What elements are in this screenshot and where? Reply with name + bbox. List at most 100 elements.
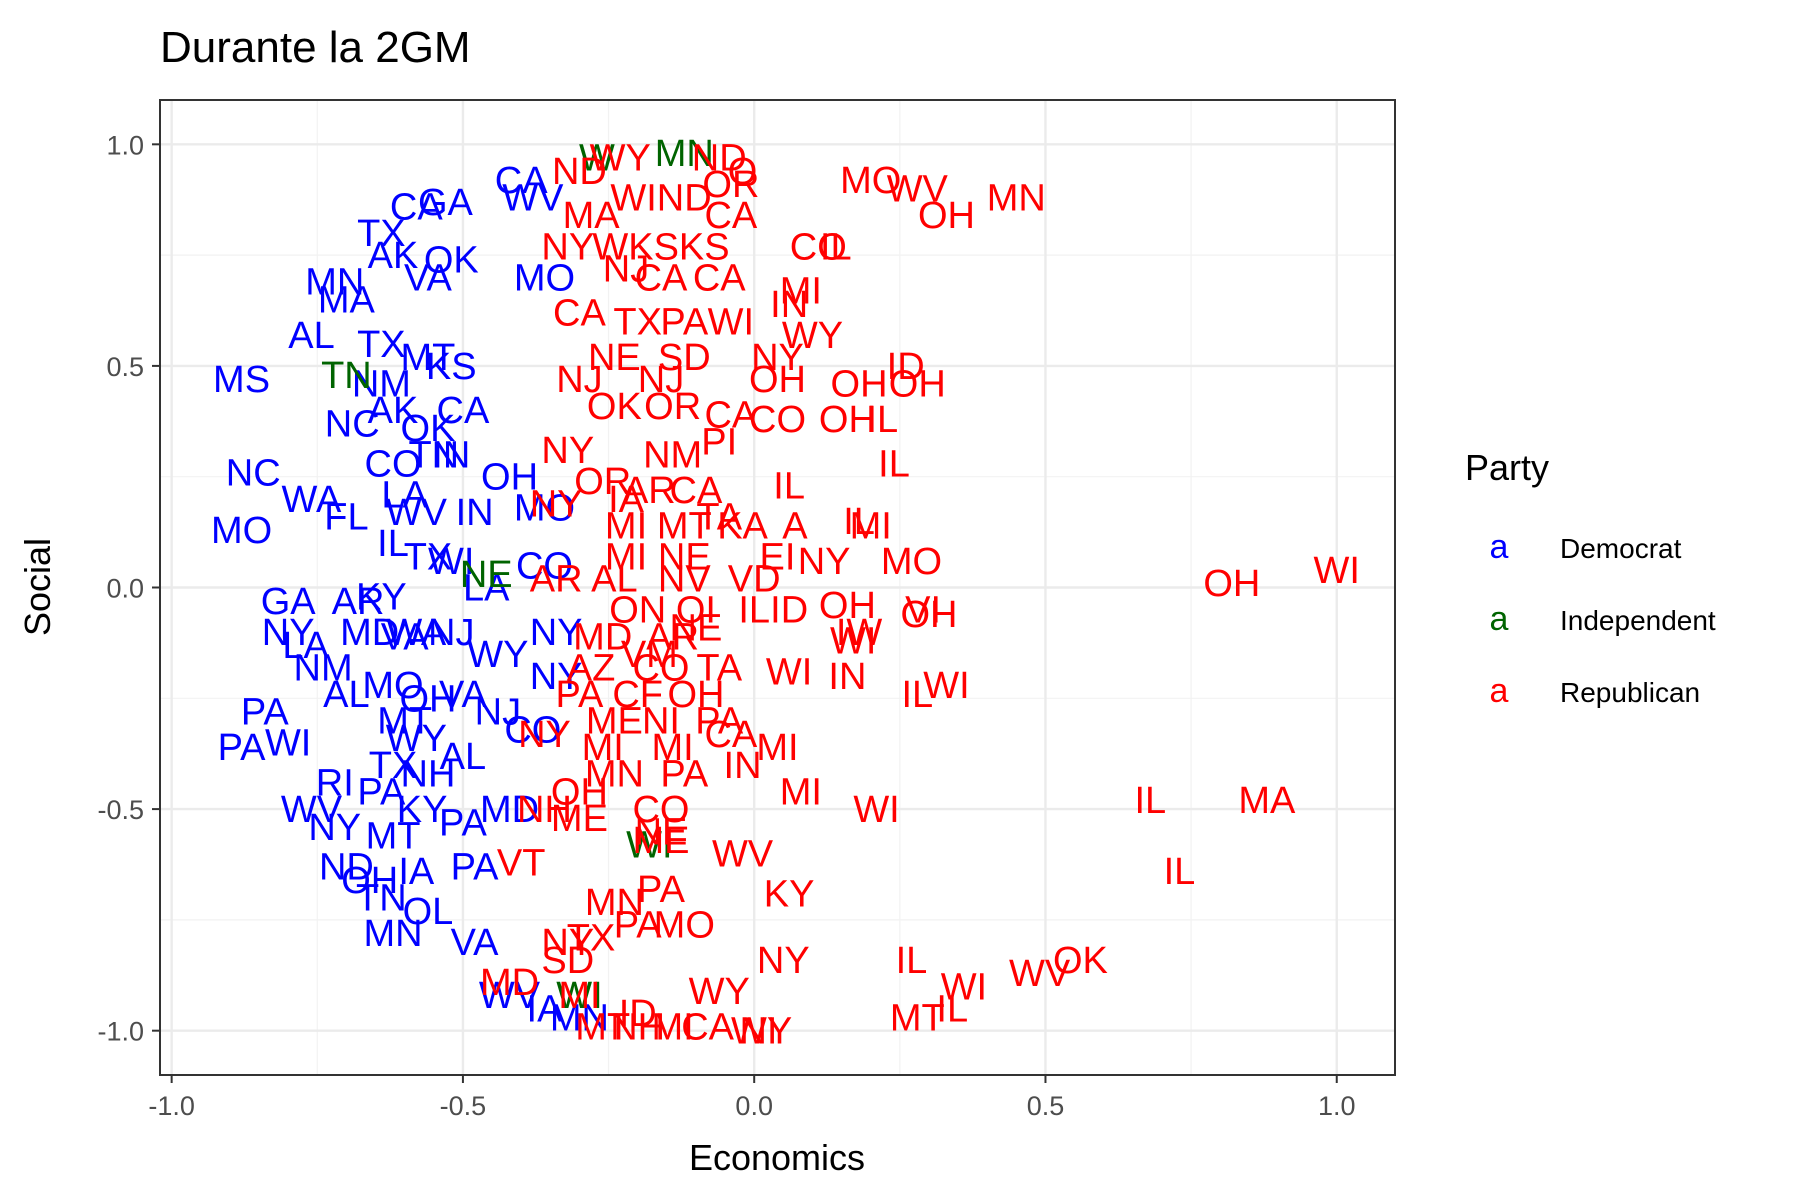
- data-point: NC: [325, 404, 380, 446]
- data-point: IL: [1164, 851, 1196, 893]
- data-point: TA: [696, 647, 742, 689]
- data-point: NE: [670, 607, 723, 649]
- data-point: WV: [1009, 953, 1071, 995]
- data-point: MO: [881, 541, 942, 583]
- data-point: VT: [497, 842, 546, 884]
- data-point: OK: [1053, 940, 1108, 982]
- data-point: ND: [319, 847, 374, 889]
- data-point: MI: [850, 505, 892, 547]
- data-point: VM: [621, 634, 678, 676]
- data-point: KA: [717, 505, 768, 547]
- data-point: MT: [377, 700, 432, 742]
- data-point: OR: [644, 386, 701, 428]
- y-axis-title: Social: [17, 538, 58, 636]
- data-point: CA: [670, 470, 723, 512]
- data-point: NY: [541, 226, 594, 268]
- y-tick-label: 0.0: [106, 574, 144, 604]
- data-point: WY: [386, 718, 447, 760]
- data-point: MD: [480, 789, 539, 831]
- data-point: MO: [514, 488, 575, 530]
- data-point: AR: [646, 616, 699, 658]
- data-point: NJ: [475, 692, 521, 734]
- data-point: IA: [608, 479, 645, 521]
- data-point: OH: [667, 674, 724, 716]
- data-point: AR: [332, 581, 385, 623]
- data-point: IW: [836, 612, 883, 654]
- data-point: ND: [692, 138, 747, 180]
- data-point: SD: [541, 940, 594, 982]
- data-point: PA: [660, 302, 709, 344]
- data-point: CA: [693, 257, 746, 299]
- data-point: MA: [318, 279, 376, 321]
- data-point: OK: [587, 386, 642, 428]
- data-point: AL: [440, 736, 486, 778]
- data-point: NE: [658, 536, 711, 578]
- data-point: CA: [635, 257, 688, 299]
- data-point: WI: [766, 652, 812, 694]
- data-point: NV: [658, 559, 711, 601]
- x-tick-label: -0.5: [440, 1091, 487, 1121]
- data-point: WV: [887, 169, 949, 211]
- data-point: TN: [408, 435, 459, 477]
- data-point: MI: [756, 727, 798, 769]
- data-point: AL: [288, 315, 334, 357]
- legend-label-independent: Independent: [1560, 605, 1716, 636]
- data-point: OH: [1203, 563, 1260, 605]
- data-point: WV: [281, 789, 343, 831]
- data-point: TA: [696, 497, 742, 539]
- data-point: MD: [340, 612, 399, 654]
- data-point: CO: [365, 443, 422, 485]
- data-point: MI: [652, 727, 694, 769]
- data-point: NH: [401, 754, 456, 796]
- x-tick-label: -1.0: [148, 1091, 195, 1121]
- data-point: NJ: [638, 359, 684, 401]
- legend-key-democrat: a: [1490, 528, 1509, 566]
- data-point: ID: [887, 346, 925, 388]
- data-point: WI: [941, 966, 987, 1008]
- data-point: WKSKS: [592, 226, 729, 268]
- data-point: PA: [241, 692, 290, 734]
- data-point: KY: [356, 576, 407, 618]
- data-point: TN: [356, 878, 407, 920]
- data-point: ID: [619, 993, 657, 1035]
- data-point: MI: [780, 771, 822, 813]
- data-point: NH: [517, 789, 572, 831]
- data-point: NY: [751, 337, 804, 379]
- data-point: OL: [403, 891, 454, 933]
- legend-label-republican: Republican: [1560, 677, 1700, 708]
- data-point: KS: [426, 346, 477, 388]
- data-point: MO: [514, 257, 575, 299]
- data-point: NY: [530, 483, 583, 525]
- data-point: OH: [918, 195, 975, 237]
- data-point: TX: [357, 324, 406, 366]
- data-point: VA: [439, 674, 488, 716]
- data-point: NY: [541, 430, 594, 472]
- data-point: MO: [840, 160, 901, 202]
- data-point: IA: [398, 851, 435, 893]
- data-point: PA: [218, 727, 267, 769]
- data-point: MO: [654, 904, 715, 946]
- legend-title: Party: [1465, 447, 1549, 488]
- data-point: IL: [738, 590, 770, 632]
- data-point: NY: [530, 612, 583, 654]
- series-independent: TN NE W MN WI WI: [321, 133, 714, 1017]
- data-point: CA: [704, 195, 757, 237]
- data-point: MO: [362, 665, 423, 707]
- data-point: TX: [369, 745, 418, 787]
- data-point: MI: [558, 975, 600, 1017]
- data-point: ME: [632, 820, 689, 862]
- data-point: OH: [341, 860, 398, 902]
- data-point: NY: [530, 656, 583, 698]
- data-point: OH: [819, 585, 876, 627]
- data-point: CA: [390, 186, 443, 228]
- data-point: IN: [770, 284, 808, 326]
- data-point: OH: [819, 399, 876, 441]
- data-point: WI: [853, 789, 899, 831]
- data-point: SD: [658, 337, 711, 379]
- data-point: OH: [551, 771, 608, 813]
- data-point: MT: [401, 337, 456, 379]
- data-point: ND: [552, 151, 607, 193]
- data-point: MI: [605, 505, 647, 547]
- data-point: OH: [481, 457, 538, 499]
- legend-label-democrat: Democrat: [1560, 533, 1682, 564]
